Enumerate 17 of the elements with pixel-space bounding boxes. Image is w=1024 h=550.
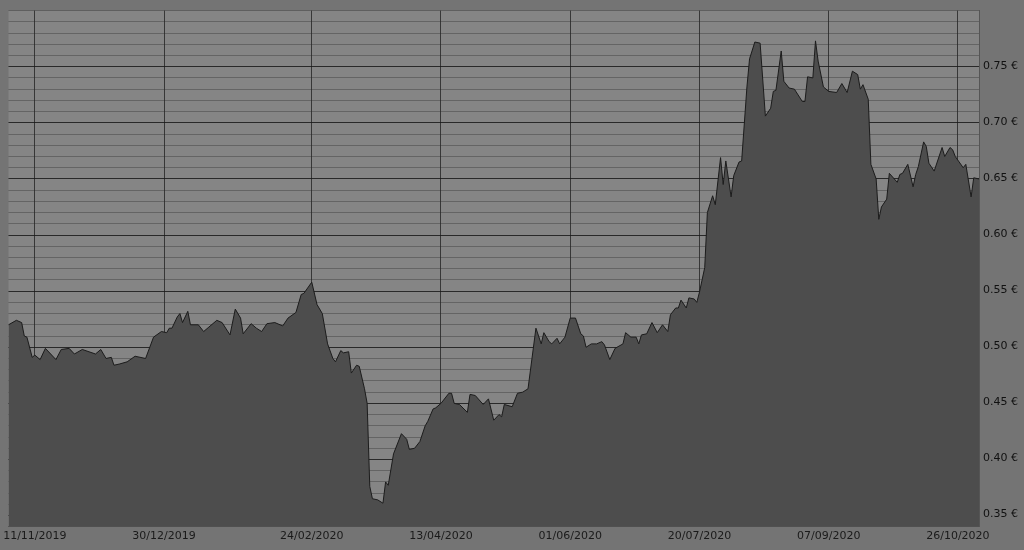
y-tick-label: 0.45 € (983, 395, 1019, 409)
y-tick-label: 0.70 € (983, 114, 1019, 128)
x-tick-label: 13/04/2020 (409, 529, 473, 543)
x-tick-label: 26/10/2020 (926, 529, 990, 543)
y-tick-label: 0.40 € (983, 451, 1019, 465)
y-tick-label: 0.35 € (983, 507, 1019, 521)
y-tick-label: 0.60 € (983, 226, 1019, 240)
y-tick-label: 0.55 € (983, 283, 1019, 296)
x-tick-label: 30/12/2019 (132, 529, 196, 543)
y-tick-label: 0.75 € (983, 58, 1019, 72)
x-tick-label: 11/11/2019 (3, 529, 67, 543)
x-tick-label: 01/06/2020 (538, 529, 602, 543)
x-tick-label: 20/07/2020 (667, 529, 732, 543)
x-tick-label: 24/02/2020 (280, 529, 344, 543)
x-tick-label: 07/09/2020 (796, 529, 861, 543)
y-tick-label: 0.65 € (983, 170, 1019, 184)
y-tick-label: 0.50 € (983, 339, 1019, 353)
